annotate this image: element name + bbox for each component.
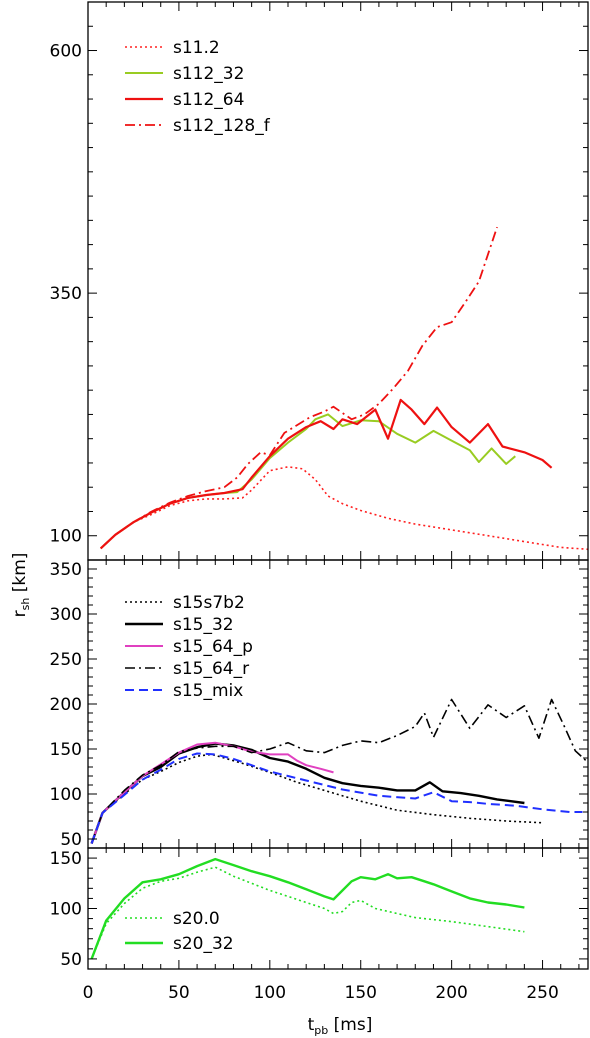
x-tick-label: 200 xyxy=(435,983,467,1003)
series-line-s20_32 xyxy=(90,857,525,960)
x-tick-label: 250 xyxy=(526,983,558,1003)
x-axis: 0 50 100 150 200 250 xyxy=(83,983,559,1003)
series-line-s112_64 xyxy=(99,398,553,550)
series-line-s112_32 xyxy=(100,413,516,550)
legend-top: s11.2 s112_32 s112_64 s112_128_f xyxy=(125,38,271,136)
legend-label-s20_32: s20_32 xyxy=(173,934,234,954)
y-tick-label: 350 xyxy=(50,284,82,304)
series-line-s15_mix xyxy=(90,752,583,844)
legend-label-s112_64: s112_64 xyxy=(173,90,244,110)
x-tick-label: 100 xyxy=(254,983,286,1003)
x-axis-label-symbol: t xyxy=(308,1015,315,1035)
chart-panels: 100 350 600 s11.2 s112_32 s112_64 s112_128_f 50… xyxy=(50,1,589,970)
x-axis-label-unit: [ms] xyxy=(334,1015,373,1035)
x-tick-label: 50 xyxy=(168,983,190,1003)
legend-label-s15_32: s15_32 xyxy=(173,615,234,635)
y-tick-label: 100 xyxy=(50,527,82,547)
series-line-s112_128_f xyxy=(100,226,498,550)
y-axis-label-subscript: sh xyxy=(19,598,32,611)
legend-label-s112_32: s112_32 xyxy=(173,64,244,84)
panel-middle: 50100150200250300350s15s7b2s15_32s15_64_… xyxy=(50,559,589,850)
y-tick-label: 100 xyxy=(50,900,82,920)
y-tick-label: 50 xyxy=(60,830,82,850)
series-line-s15_32 xyxy=(90,742,525,844)
series-line-s20.0 xyxy=(90,866,525,960)
legend-label-s11.2: s11.2 xyxy=(173,38,220,58)
y-tick-label: 150 xyxy=(50,849,82,869)
series-line-s11.2 xyxy=(100,465,588,551)
x-tick-label: 0 xyxy=(83,983,94,1003)
series-group-top xyxy=(99,226,588,551)
x-tick-label: 150 xyxy=(345,983,377,1003)
panel-frame xyxy=(87,847,589,970)
series-group-bottom xyxy=(90,857,525,960)
y-tick-label: 350 xyxy=(50,560,82,580)
legend-label-s15_64_p: s15_64_p xyxy=(173,637,253,657)
panel-top: 100 350 600 s11.2 s112_32 s112_64 s112_128_f xyxy=(50,1,589,561)
legend-bottom: s20.0 s20_32 xyxy=(125,909,234,954)
y-tick-label: 300 xyxy=(50,605,82,625)
series-line-s15_64_p xyxy=(90,741,334,844)
panel-bottom: 50 100 150 s20.0 s20_32 xyxy=(50,847,589,970)
y-tick-label: 250 xyxy=(50,650,82,670)
y-axis-label-unit: [km] xyxy=(10,553,30,593)
axis-labels: tpb [ms] rsh [km] xyxy=(10,553,372,1037)
series-line-s15s7b2 xyxy=(90,753,543,844)
y-axis-label: rsh [km] xyxy=(10,553,32,618)
y-tick-label: 200 xyxy=(50,695,82,715)
x-axis-label-subscript: pb xyxy=(314,1024,328,1037)
series-line-s15_64_r xyxy=(90,698,588,844)
x-axis-label: tpb [ms] xyxy=(308,1015,373,1037)
legend-label-s15_64_r: s15_64_r xyxy=(173,659,249,679)
y-tick-label: 100 xyxy=(50,785,82,805)
legend-label-s15_mix: s15_mix xyxy=(173,681,243,701)
legend-label-s112_128_f: s112_128_f xyxy=(173,116,271,136)
y-axis-label-symbol: r xyxy=(10,610,30,617)
series-group-middle xyxy=(90,698,588,844)
y-tick-label: 150 xyxy=(50,740,82,760)
y-tick-label: 600 xyxy=(50,42,82,62)
legend-label-s15s7b2: s15s7b2 xyxy=(173,593,245,613)
panel-frame xyxy=(87,1,589,561)
y-tick-label: 50 xyxy=(60,950,82,970)
legend-label-s20.0: s20.0 xyxy=(173,909,220,929)
